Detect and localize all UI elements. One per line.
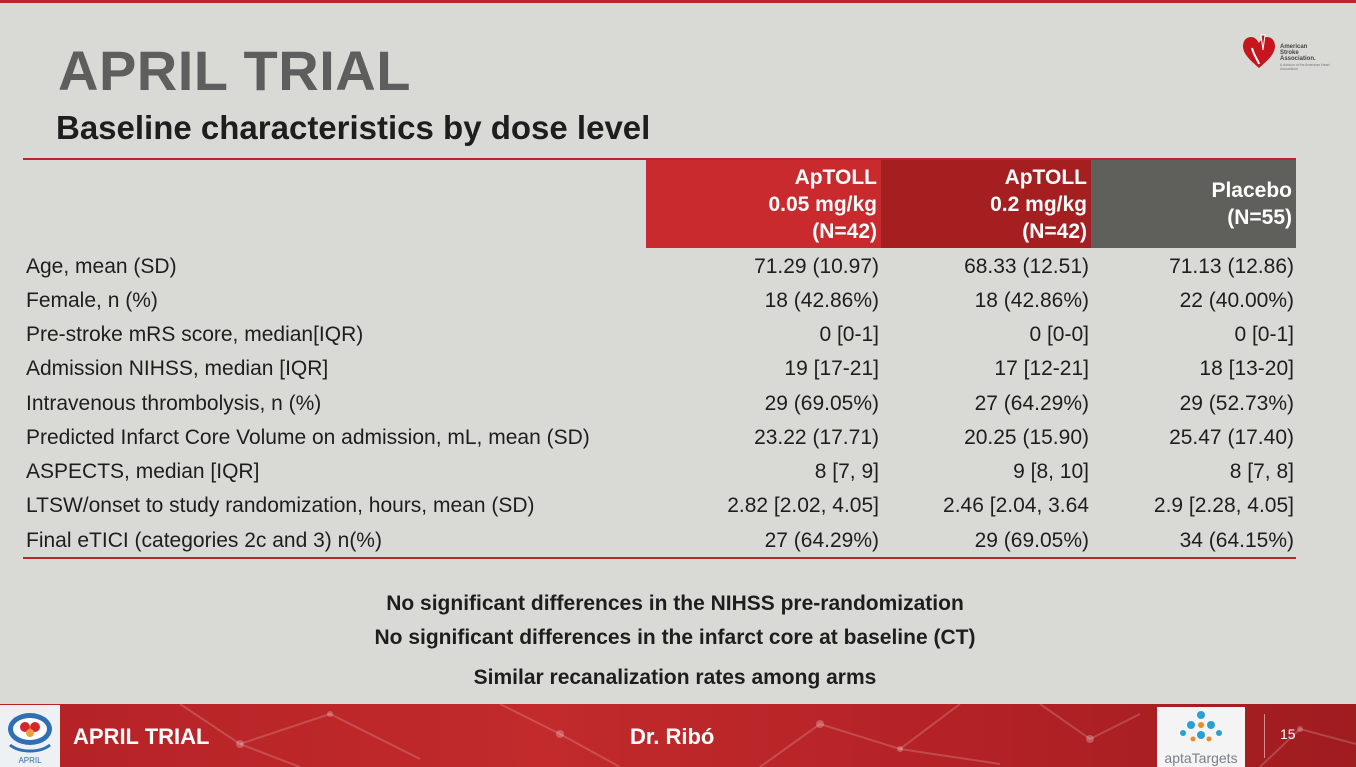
column-header-aptoll-low-dose: ApTOLL 0.05 mg/kg (N=42) bbox=[646, 160, 881, 248]
cell-aptoll-low: 19 [17-21] bbox=[784, 357, 879, 380]
cell-placebo: 8 [7, 8] bbox=[1229, 460, 1294, 483]
cell-aptoll-low: 8 [7, 9] bbox=[814, 460, 879, 483]
cell-aptoll-low: 18 (42.86%) bbox=[764, 289, 879, 312]
column-header-line: (N=42) bbox=[812, 219, 877, 243]
table-row: Admission NIHSS, median [IQR] 19 [17-21]… bbox=[0, 352, 1356, 386]
logo-text-line3: Association. bbox=[1280, 56, 1316, 62]
cell-aptoll-high: 68.33 (12.51) bbox=[964, 255, 1089, 278]
row-label: Intravenous thrombolysis, n (%) bbox=[26, 392, 322, 415]
column-header-line: 0.2 mg/kg bbox=[990, 192, 1087, 216]
brain-logo-icon bbox=[8, 713, 52, 753]
table-row: ASPECTS, median [IQR] 8 [7, 9] 9 [8, 10]… bbox=[0, 455, 1356, 489]
cell-placebo: 22 (40.00%) bbox=[1179, 289, 1294, 312]
column-header-line: 0.05 mg/kg bbox=[768, 192, 877, 216]
footer-author: Dr. Ribó bbox=[630, 724, 715, 749]
cell-aptoll-low: 2.82 [2.02, 4.05] bbox=[727, 494, 879, 517]
cell-aptoll-high: 20.25 (15.90) bbox=[964, 426, 1089, 449]
logo-text-line2: Stroke bbox=[1280, 50, 1299, 56]
molecule-icon bbox=[1180, 711, 1222, 742]
column-header-line: ApTOLL bbox=[794, 165, 877, 189]
slide-title: APRIL TRIAL bbox=[58, 39, 411, 102]
cell-aptoll-high: 2.46 [2.04, 3.64 bbox=[943, 494, 1089, 517]
table-top-rule bbox=[23, 158, 1296, 160]
cell-aptoll-high: 17 [12-21] bbox=[994, 357, 1089, 380]
cell-placebo: 0 [0-1] bbox=[1234, 323, 1294, 346]
aptatargets-logo: aptaTargets bbox=[1157, 707, 1245, 767]
table-row: Pre-stroke mRS score, median[IQR) 0 [0-1… bbox=[0, 318, 1356, 352]
row-label: Predicted Infarct Core Volume on admissi… bbox=[26, 426, 590, 449]
footer-separator bbox=[1264, 714, 1265, 758]
column-header-line: Placebo bbox=[1211, 179, 1292, 202]
table-bottom-rule bbox=[23, 557, 1296, 559]
table-row: Age, mean (SD) 71.29 (10.97) 68.33 (12.5… bbox=[0, 250, 1356, 284]
cell-placebo: 2.9 [2.28, 4.05] bbox=[1153, 494, 1294, 517]
american-stroke-association-logo: American Stroke Association. A division … bbox=[1242, 32, 1332, 76]
heart-torch-icon bbox=[1243, 34, 1275, 68]
column-header-line: ApTOLL bbox=[1004, 165, 1087, 189]
row-label: ASPECTS, median [IQR] bbox=[26, 460, 260, 483]
cell-placebo: 25.47 (17.40) bbox=[1169, 426, 1294, 449]
table-row: Final eTICI (categories 2c and 3) n(%) 2… bbox=[0, 524, 1356, 558]
top-accent-line bbox=[0, 0, 1356, 3]
table-row: LTSW/onset to study randomization, hours… bbox=[0, 489, 1356, 523]
cell-aptoll-low: 29 (69.05%) bbox=[764, 392, 879, 415]
cell-aptoll-low: 27 (64.29%) bbox=[764, 529, 879, 552]
column-header-line: (N=55) bbox=[1227, 206, 1292, 229]
row-label: Female, n (%) bbox=[26, 289, 158, 312]
cell-aptoll-low: 0 [0-1] bbox=[819, 323, 879, 346]
column-header-line: (N=42) bbox=[1022, 219, 1087, 243]
footer-bar: APRIL APRIL TRIAL Dr. Ribó aptaTargets 1… bbox=[0, 704, 1356, 767]
footer-title: APRIL TRIAL bbox=[73, 724, 210, 749]
column-header-placebo: Placebo (N=55) bbox=[1091, 160, 1296, 248]
cell-placebo: 71.13 (12.86) bbox=[1169, 255, 1294, 278]
network-background-pattern bbox=[179, 704, 1356, 767]
row-label: Admission NIHSS, median [IQR] bbox=[26, 357, 329, 380]
row-label: Final eTICI (categories 2c and 3) n(%) bbox=[26, 529, 382, 552]
cell-aptoll-low: 23.22 (17.71) bbox=[754, 426, 879, 449]
cell-placebo: 34 (64.15%) bbox=[1179, 529, 1294, 552]
row-label: Pre-stroke mRS score, median[IQR) bbox=[26, 323, 364, 346]
column-header-aptoll-high-dose: ApTOLL 0.2 mg/kg (N=42) bbox=[881, 160, 1091, 248]
slide-subtitle: Baseline characteristics by dose level bbox=[56, 109, 651, 146]
aptatargets-logo-text: aptaTargets bbox=[1164, 750, 1238, 766]
logo-text-line1: American bbox=[1280, 44, 1308, 50]
row-label: Age, mean (SD) bbox=[26, 255, 177, 278]
cell-placebo: 18 [13-20] bbox=[1199, 357, 1294, 380]
note-infarct-core: No significant differences in the infarc… bbox=[374, 626, 976, 649]
april-logo-text: APRIL bbox=[18, 756, 42, 765]
cell-aptoll-high: 9 [8, 10] bbox=[1013, 460, 1089, 483]
cell-aptoll-low: 71.29 (10.97) bbox=[754, 255, 879, 278]
cell-aptoll-high: 18 (42.86%) bbox=[974, 289, 1089, 312]
cell-aptoll-high: 0 [0-0] bbox=[1029, 323, 1089, 346]
cell-aptoll-high: 29 (69.05%) bbox=[974, 529, 1089, 552]
table-row: Female, n (%) 18 (42.86%) 18 (42.86%) 22… bbox=[0, 284, 1356, 318]
cell-aptoll-high: 27 (64.29%) bbox=[974, 392, 1089, 415]
cell-placebo: 29 (52.73%) bbox=[1179, 392, 1294, 415]
page-number: 15 bbox=[1280, 726, 1296, 742]
table-row: Intravenous thrombolysis, n (%) 29 (69.0… bbox=[0, 387, 1356, 421]
logo-tagline: A division of the American Heart Associa… bbox=[1280, 63, 1330, 71]
note-nihss: No significant differences in the NIHSS … bbox=[386, 592, 964, 615]
note-recanalization: Similar recanalization rates among arms bbox=[473, 666, 877, 689]
april-trial-logo: APRIL bbox=[0, 705, 60, 767]
table-row: Predicted Infarct Core Volume on admissi… bbox=[0, 421, 1356, 455]
row-label: LTSW/onset to study randomization, hours… bbox=[26, 494, 535, 517]
